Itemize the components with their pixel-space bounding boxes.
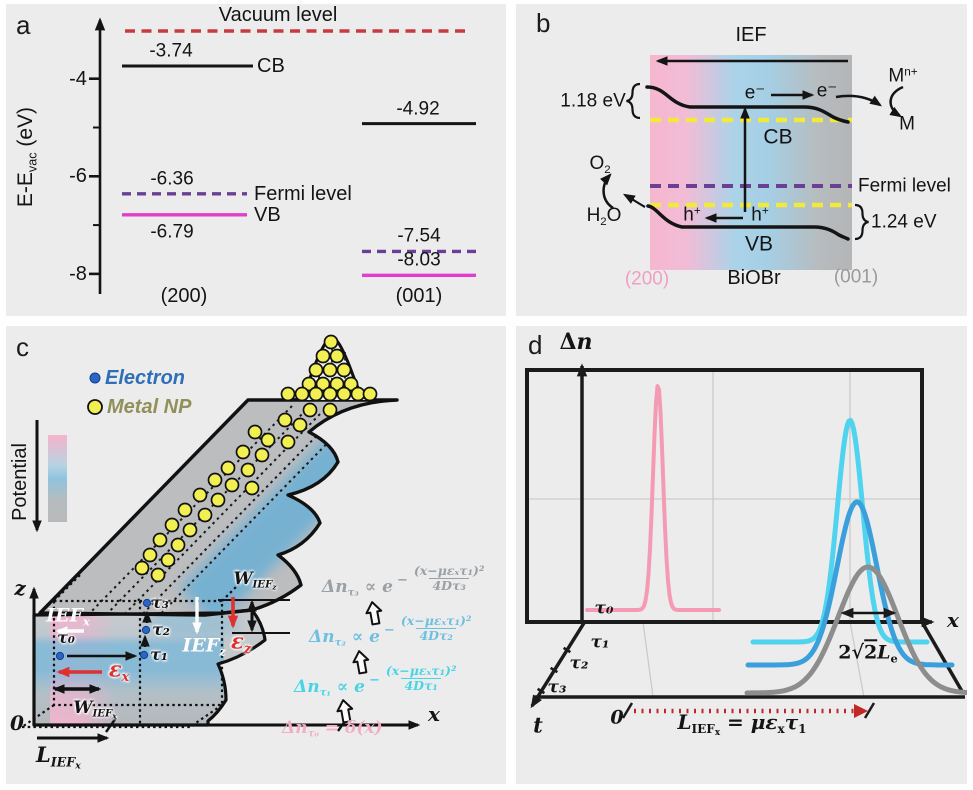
- cb-value: -3.74: [149, 40, 193, 62]
- panel-label-d: d: [528, 330, 543, 360]
- w-iefx-label: WIEFx: [73, 698, 117, 721]
- vb-name-label: VB: [254, 203, 281, 226]
- origin-label: 0: [610, 706, 624, 729]
- panel-b-graphic: [600, 55, 904, 270]
- metal-reduction-arrow: [889, 85, 904, 118]
- vb-value: -8.03: [397, 249, 441, 271]
- ief-label: IEF: [735, 24, 767, 46]
- hole-label: h+: [751, 204, 769, 226]
- panel-d-diffusion-plot: d Δn x t 0 τ₀ τ₁ τ₂ τ₃ 2√2Le LIEFx = μεx…: [516, 326, 967, 784]
- hole-extraction-arrow: [622, 193, 646, 208]
- ief-z-label: IEFz: [182, 634, 226, 659]
- vb-label: VB: [744, 232, 774, 256]
- panel-label-b: b: [536, 8, 551, 38]
- electron-label: e⁻: [744, 82, 766, 104]
- top-surface-outline: [38, 398, 399, 617]
- panel-c-drift-diffusion-schematic: c Electron Metal NP Potential z x 0 τ₀ τ…: [6, 326, 506, 784]
- tau3-label: τ₃: [151, 593, 169, 612]
- l-iefx-label: LIEFx: [36, 742, 81, 772]
- vacuum-level-label: Vacuum level: [218, 4, 338, 26]
- cb-value: -4.92: [396, 98, 440, 120]
- potential-colorbar: [48, 435, 67, 522]
- tau1-tick-label: τ₁: [590, 632, 610, 653]
- drift-length-label: LIEFx = μεxτ1: [677, 710, 807, 739]
- w-iefz-label: WIEFz: [233, 569, 277, 592]
- ief-region-dotted-box: [21, 572, 251, 729]
- electron-legend-icon: [89, 372, 101, 384]
- cb-name-label: CB: [257, 55, 285, 77]
- facet-gradient-slab: [650, 55, 852, 270]
- panel-label-a: a: [16, 10, 31, 40]
- vb-offset-brace: [854, 203, 869, 241]
- equation-tau1: Δnτ₁ ∝ e − (x−μεₓτ₁)² 4Dτ₁: [294, 663, 457, 699]
- top-surface: [40, 400, 397, 615]
- vb-offset-value: 1.24 eV: [871, 211, 937, 233]
- equation-tau2: Δnτ₂ ∝ e − (x−μεₓτ₁)² 4Dτ₂: [309, 613, 472, 649]
- fermi-level-label: Fermi level: [858, 175, 951, 197]
- tau0-label: τ₀: [57, 628, 75, 647]
- panel-c-graphic: [21, 334, 421, 743]
- electron-legend-label: Electron: [105, 367, 186, 389]
- panel-a-energy-levels: a E-Evac (eV) Vacuum level -4 -6 -8 -3.74 -6.…: [6, 4, 506, 316]
- tau0-tick-label: τ₀: [594, 598, 614, 619]
- t-axis-label: t: [533, 712, 543, 738]
- facet-right-label: (001): [833, 266, 879, 288]
- panel-label-c: c: [16, 332, 29, 362]
- x-axis-label: x: [428, 702, 440, 726]
- equation-tau3: Δnτ₃ ∝ e − (x−μεₓτ₁)² 4Dτ₃: [322, 563, 485, 599]
- metal-np-group: [134, 334, 378, 583]
- oxygen-label: O2: [589, 152, 611, 176]
- electron-label: e⁻: [816, 80, 838, 102]
- tau2-label: τ₂: [152, 620, 170, 639]
- tau2-tick-label: τ₂: [569, 653, 589, 674]
- material-label: BiOBr: [727, 267, 781, 289]
- y-tick-label: -4: [69, 67, 87, 90]
- cb-offset-value: 1.18 eV: [560, 90, 626, 112]
- tau1-label: τ₁: [150, 645, 168, 664]
- fermi-value: -6.36: [150, 168, 194, 190]
- water-label: H2O: [586, 204, 622, 228]
- metal-ion-label: Mn+: [888, 65, 918, 87]
- facet-label: (200): [160, 285, 208, 307]
- y-tick-label: -6: [69, 165, 87, 188]
- ief-x-label: IEFx: [46, 604, 90, 629]
- panel-d-graphic: [525, 363, 967, 719]
- cb-offset-brace: [626, 82, 641, 120]
- potential-label: Potential: [9, 443, 31, 521]
- eps-z-label: εz: [231, 628, 251, 656]
- facet-left-label: (200): [624, 268, 670, 290]
- vb-band-curve: [646, 204, 850, 241]
- hole-label: h+: [683, 204, 701, 226]
- metal-np-legend-icon: [87, 399, 103, 415]
- front-face-outline: [32, 608, 267, 727]
- fermi-value: -7.54: [397, 225, 441, 247]
- panel-b-band-bending: b IEF e⁻ e⁻ Mn+ M CB Fermi level VB h+ h…: [516, 4, 967, 316]
- tau3-tick-label: τ₃: [547, 677, 567, 698]
- fermi-name-label: Fermi level: [254, 182, 352, 205]
- vb-value: -6.79: [150, 221, 194, 243]
- panel-a-graphic: [89, 17, 476, 294]
- equation-tau0: Δnτ₀ = δ(x): [282, 718, 383, 740]
- water-oxidation-arrow: [600, 173, 614, 210]
- metal-label: M: [899, 113, 915, 135]
- x-axis-label: x: [947, 608, 959, 632]
- z-axis-label: z: [14, 576, 26, 600]
- equation-step-arrows: [336, 601, 383, 724]
- diffusion-width-label: 2√2Le: [838, 639, 898, 666]
- dn-axis-label: Δn: [559, 329, 593, 355]
- y-tick-label: -8: [69, 262, 87, 285]
- eps-x-label: εx: [108, 656, 130, 684]
- axis-break-mark: [105, 717, 117, 733]
- y-axis-label: E-Evac (eV): [14, 106, 40, 208]
- origin-label: 0: [10, 711, 24, 735]
- cb-band-curve: [645, 85, 850, 124]
- electron-to-metal-arrow: [835, 94, 882, 107]
- electron-dots: [55, 598, 152, 661]
- metal-np-legend-label: Metal NP: [107, 396, 192, 418]
- facet-label: (001): [395, 285, 443, 307]
- cb-label: CB: [763, 125, 793, 149]
